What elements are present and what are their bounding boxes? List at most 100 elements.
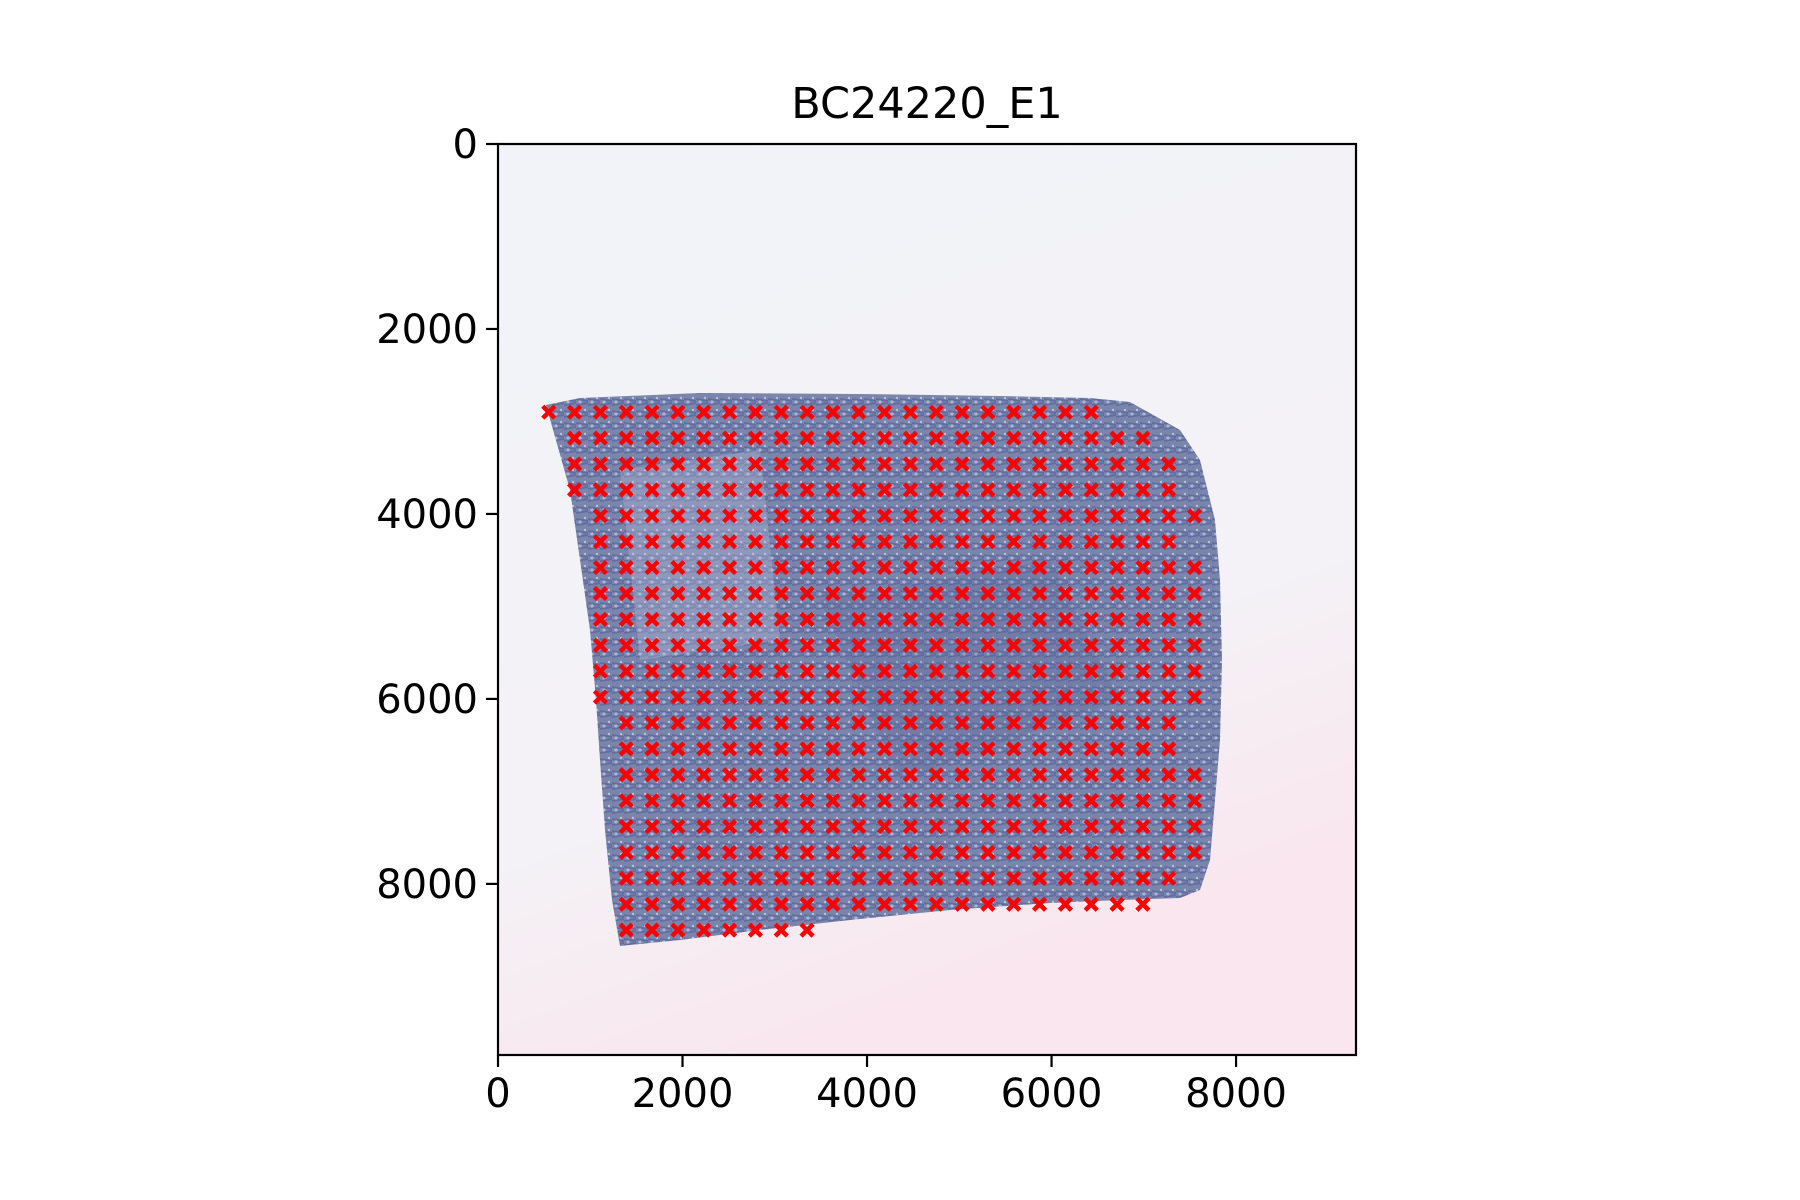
- spot-marker: [980, 715, 996, 731]
- spot-marker: [1031, 456, 1048, 472]
- spot-marker: [721, 715, 738, 731]
- spot-marker: [1006, 870, 1022, 886]
- spot-marker: [851, 793, 867, 809]
- spot-marker: [721, 482, 738, 498]
- spot-marker: [618, 611, 634, 627]
- spot-marker: [1135, 793, 1151, 809]
- spot-marker: [592, 585, 608, 602]
- spot-marker: [618, 456, 634, 472]
- spot-marker: [618, 715, 634, 731]
- spot-marker: [1083, 663, 1099, 679]
- spot-marker: [902, 844, 918, 861]
- spot-marker: [696, 611, 712, 627]
- spot-marker: [980, 456, 996, 472]
- spot-marker: [876, 663, 893, 679]
- spot-marker: [747, 896, 763, 912]
- spot-marker: [618, 922, 634, 938]
- spot-marker: [1083, 715, 1099, 731]
- spot-marker: [696, 767, 712, 783]
- spot-marker: [1083, 585, 1099, 602]
- spot-marker: [773, 456, 789, 472]
- spot-marker: [928, 404, 944, 420]
- spot-marker: [1057, 663, 1073, 679]
- spot-marker: [902, 482, 918, 498]
- spot-marker: [696, 482, 712, 498]
- tissue-image: [498, 144, 1356, 1055]
- spot-marker: [1057, 534, 1073, 550]
- spot-marker: [928, 534, 944, 550]
- spot-marker: [825, 896, 841, 912]
- spot-marker: [1135, 818, 1151, 835]
- spot-marker: [980, 870, 996, 886]
- spot-marker: [747, 922, 763, 938]
- spot-marker: [825, 818, 841, 835]
- spot-marker: [876, 870, 893, 886]
- spot-marker: [825, 404, 841, 420]
- spot-marker: [902, 430, 918, 446]
- spot-marker: [980, 637, 996, 653]
- spot-marker: [1109, 534, 1125, 550]
- spot-marker: [876, 793, 893, 809]
- spot-marker: [1109, 508, 1125, 524]
- spot-marker: [721, 896, 738, 912]
- spot-marker: [747, 741, 763, 757]
- spot-marker: [747, 430, 763, 446]
- spot-marker: [618, 896, 634, 912]
- spot-marker: [851, 663, 867, 679]
- spot-marker: [851, 818, 867, 835]
- spot-marker: [1135, 870, 1151, 886]
- spot-marker: [670, 844, 686, 861]
- spot-marker: [644, 741, 660, 757]
- spot-marker: [799, 715, 815, 731]
- spot-marker: [1031, 715, 1048, 731]
- spot-marker: [851, 534, 867, 550]
- spot-marker: [696, 560, 712, 576]
- spot-marker: [644, 611, 660, 627]
- spot-marker: [1057, 637, 1073, 653]
- spot-marker: [1109, 818, 1125, 835]
- spot-marker: [1006, 741, 1022, 757]
- spot-marker: [696, 922, 712, 938]
- spot-marker: [618, 508, 634, 524]
- spot-marker: [799, 404, 815, 420]
- spot-marker: [1109, 663, 1125, 679]
- spot-marker: [1057, 844, 1073, 861]
- spot-marker: [670, 689, 686, 705]
- spot-marker: [747, 611, 763, 627]
- spot-marker: [1109, 715, 1125, 731]
- spot-marker: [799, 818, 815, 835]
- spot-marker: [876, 611, 893, 627]
- spot-marker: [773, 767, 789, 783]
- spot-marker: [876, 482, 893, 498]
- spot-marker: [799, 844, 815, 861]
- spot-marker: [825, 456, 841, 472]
- spot-marker: [954, 560, 970, 576]
- spot-marker: [1109, 637, 1125, 653]
- spot-marker: [696, 508, 712, 524]
- spot-marker: [592, 663, 608, 679]
- spot-marker: [670, 818, 686, 835]
- spot-marker: [1031, 430, 1048, 446]
- spot-marker: [902, 818, 918, 835]
- y-axis: 0 2000 4000 6000 8000: [376, 122, 498, 908]
- spot-marker: [721, 689, 738, 705]
- spot-marker: [773, 715, 789, 731]
- spot-marker: [1006, 663, 1022, 679]
- spot-marker: [747, 844, 763, 861]
- spot-marker: [1109, 844, 1125, 861]
- spot-marker: [1006, 585, 1022, 602]
- spot-marker: [876, 585, 893, 602]
- spot-marker: [1161, 793, 1177, 809]
- x-tick-label: 8000: [1185, 1071, 1287, 1117]
- spot-marker: [1057, 560, 1073, 576]
- spot-marker: [825, 430, 841, 446]
- spot-marker: [1057, 896, 1073, 912]
- spot-marker: [1083, 793, 1099, 809]
- x-tick-label: 2000: [632, 1071, 734, 1117]
- spot-marker: [902, 689, 918, 705]
- spot-marker: [618, 689, 634, 705]
- spot-marker: [980, 741, 996, 757]
- spot-marker: [799, 922, 815, 938]
- spot-marker: [1057, 818, 1073, 835]
- spot-marker: [851, 456, 867, 472]
